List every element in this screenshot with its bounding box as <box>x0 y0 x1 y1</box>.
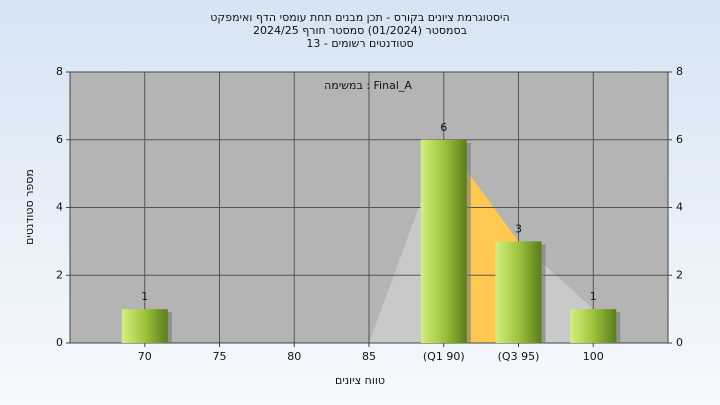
y-axis-label: מספר סטודנטים <box>23 169 36 245</box>
y2-tick-label: 6 <box>676 133 683 146</box>
x-tick-label: 100 <box>583 350 604 363</box>
y-tick-label: 8 <box>56 65 63 78</box>
annotation: במשימה : Final_A <box>324 79 412 92</box>
y2-tick-label: 4 <box>676 201 683 214</box>
y-tick-label: 6 <box>56 133 63 146</box>
y2-tick-label: 2 <box>676 268 683 281</box>
x-tick-label: 80 <box>287 350 301 363</box>
x-tick-label: (Q3 95) <box>498 350 540 363</box>
bar <box>420 139 467 343</box>
x-tick-label: 70 <box>138 350 152 363</box>
x-axis-label: טווח ציונים <box>335 374 385 387</box>
y-tick-label: 4 <box>56 201 63 214</box>
y-tick-label: 2 <box>56 268 63 281</box>
x-tick-label: 75 <box>213 350 227 363</box>
value-label: 6 <box>440 121 447 134</box>
value-label: 1 <box>141 290 148 303</box>
y-tick-label: 0 <box>56 336 63 349</box>
chart-subtitle: סטודנטים רשומים - 13 <box>306 37 413 50</box>
x-tick-label: (Q1 90) <box>423 350 465 363</box>
y2-tick-label: 8 <box>676 65 683 78</box>
value-label: 3 <box>515 222 522 235</box>
value-label: 1 <box>590 290 597 303</box>
chart-subtitle: בסמסטר (01/2024) סמסטר חורף 2024/25 <box>253 24 467 37</box>
x-tick-label: 85 <box>362 350 376 363</box>
bar <box>570 309 617 343</box>
bar <box>121 309 168 343</box>
y2-tick-label: 0 <box>676 336 683 349</box>
chart-title: היסטוגרמת ציונים בקורס - תכן מבנים תחת ע… <box>210 11 509 24</box>
bar <box>495 241 542 343</box>
